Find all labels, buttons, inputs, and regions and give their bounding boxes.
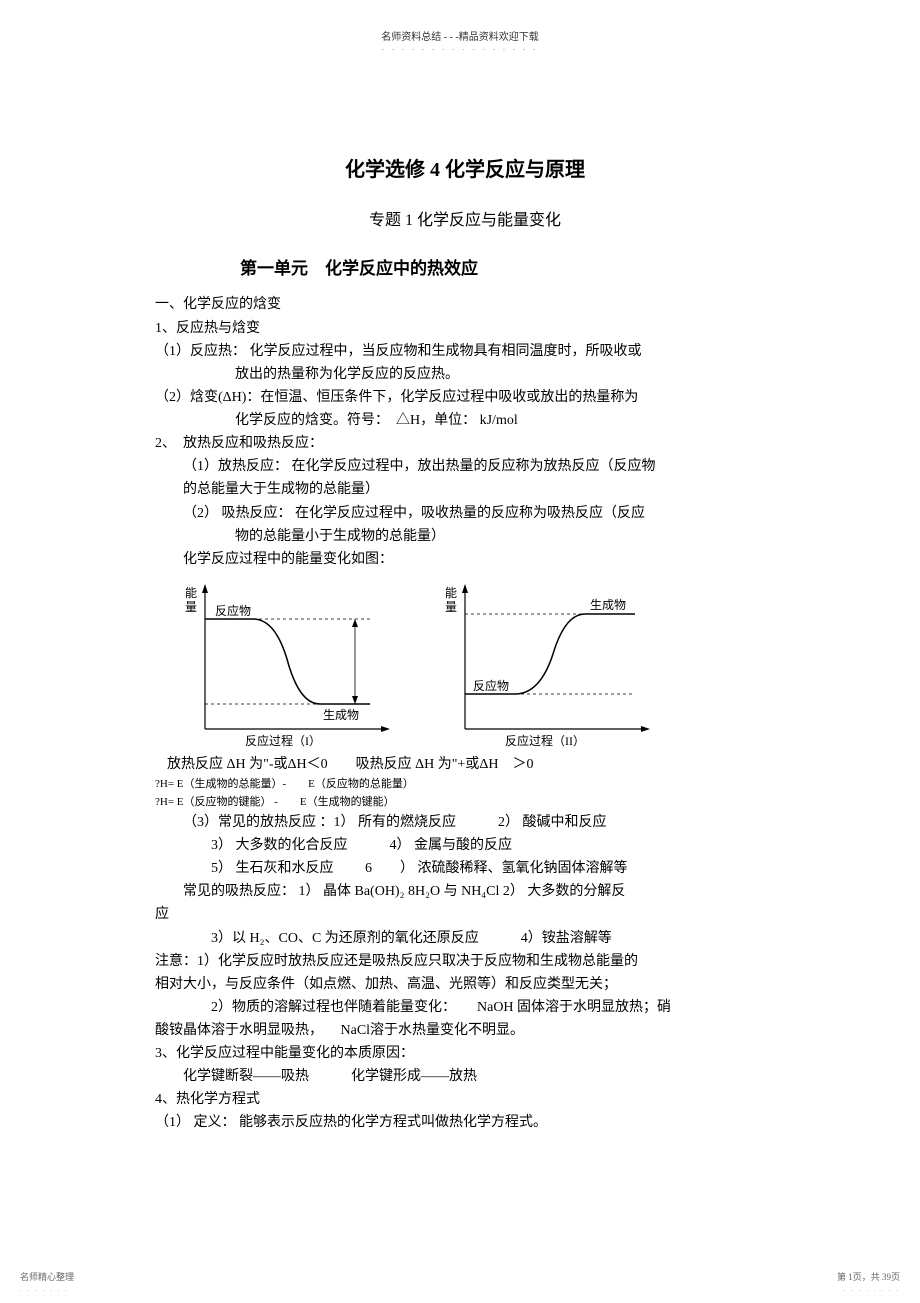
after-diagram-10-1: 2）物质的溶解过程也伴随着能量变化： NaOH 固体溶于水明显放热；硝 xyxy=(155,996,775,1019)
svg-text:反应物: 反应物 xyxy=(473,678,509,693)
page-header: 名师资料总结 - - -精品资料欢迎下载 xyxy=(0,0,920,43)
after-diagram-11: 3、化学反应过程中能量变化的本质原因： xyxy=(155,1042,775,1065)
diagram-container: 能 量 反应物 生成物 反应过程（I） 能 量 生成物 xyxy=(175,579,775,749)
para-2-1: （2）焓变(ΔH)：在恒温、恒压条件下，化学反应过程中吸收或放出的热量称为 xyxy=(155,386,775,409)
document-content: 化学选修 4 化学反应与原理 专题 1 化学反应与能量变化 第一单元 化学反应中… xyxy=(0,53,920,1134)
section-1-heading: 一、化学反应的焓变 xyxy=(155,293,775,317)
sub-1: 1、反应热与焓变 xyxy=(155,317,775,340)
sub-2: 2、 放热反应和吸热反应： xyxy=(155,432,775,455)
para-3-1: （1）放热反应： 在化学反应过程中，放出热量的反应称为放热反应（反应物 xyxy=(155,455,775,478)
after-diagram-3: ?H= E（反应物的键能） - E（生成物的键能） xyxy=(155,794,775,812)
page-header-sub: - - - - - - - - - - - - - - - - xyxy=(0,45,920,53)
svg-text:生成物: 生成物 xyxy=(323,708,359,722)
svg-text:生成物: 生成物 xyxy=(590,598,626,612)
svg-text:反应过程（I）: 反应过程（I） xyxy=(245,733,321,748)
para-3-2: 的总能量大于生成物的总能量） xyxy=(155,478,775,501)
energy-diagram-2: 能 量 生成物 反应物 反应过程（II） xyxy=(435,579,655,749)
para-4-2: 物的总能量小于生成物的总能量） xyxy=(155,525,775,548)
para-2-2: 化学反应的焓变。符号： △H，单位： kJ/mol xyxy=(155,409,775,432)
footer-right: 第 1页，共 39页 xyxy=(837,1270,900,1283)
para-4-1: （2） 吸热反应： 在化学反应过程中，吸收热量的反应称为吸热反应（反应 xyxy=(155,502,775,525)
after-diagram-6: 5） 生石灰和水反应 6 ） 浓硫酸稀释、氢氧化钠固体溶解等 xyxy=(155,857,775,880)
after-diagram-7: 常见的吸热反应： 1） 晶体 Ba(OH)₂ 8H₂O 与 NH₄Cl 2） 大… xyxy=(155,880,775,903)
footer-right-sub: . . . . . . . . xyxy=(844,1285,900,1293)
para-5: 化学反应过程中的能量变化如图： xyxy=(155,548,775,571)
svg-text:量: 量 xyxy=(445,600,457,614)
para-1-1: （1）反应热： 化学反应过程中，当反应物和生成物具有相同温度时，所吸收或 xyxy=(155,340,775,363)
svg-text:能: 能 xyxy=(185,586,197,600)
energy-diagram-1: 能 量 反应物 生成物 反应过程（I） xyxy=(175,579,395,749)
after-diagram-4: （3）常见的放热反应 ：1） 所有的燃烧反应 2） 酸碱中和反应 xyxy=(155,811,775,834)
after-diagram-9-1: 注意：1）化学反应时放热反应还是吸热反应只取决于反应物和生成物总能量的 xyxy=(155,950,775,973)
after-diagram-10-2: 酸铵晶体溶于水明显吸热， NaCl溶于水热量变化不明显。 xyxy=(155,1019,775,1042)
para-1-2: 放出的热量称为化学反应的反应热。 xyxy=(155,363,775,386)
after-diagram-13: 4、热化学方程式 xyxy=(155,1088,775,1111)
after-diagram-12: 化学键断裂——吸热 化学键形成——放热 xyxy=(155,1065,775,1088)
after-diagram-7b: 应 xyxy=(155,903,775,926)
after-diagram-8: 3）以 H₂、CO、C 为还原剂的氧化还原反应 4）铵盐溶解等 xyxy=(155,927,775,950)
after-diagram-5: 3） 大多数的化合反应 4） 金属与酸的反应 xyxy=(155,834,775,857)
topic-title: 专题 1 化学反应与能量变化 xyxy=(155,206,775,230)
footer-left: 名师精心整理 xyxy=(20,1270,74,1283)
after-diagram-1: 放热反应 ΔH 为"-或ΔH＜0 吸热反应 ΔH 为"+或ΔH ＞0 xyxy=(155,753,775,776)
main-title: 化学选修 4 化学反应与原理 xyxy=(155,153,775,182)
unit-title: 第一单元 化学反应中的热效应 xyxy=(240,254,775,279)
after-diagram-14: （1） 定义： 能够表示反应热的化学方程式叫做热化学方程式。 xyxy=(155,1111,775,1134)
svg-text:反应过程（II）: 反应过程（II） xyxy=(505,733,585,748)
svg-text:量: 量 xyxy=(185,600,197,614)
svg-text:能: 能 xyxy=(445,586,457,600)
after-diagram-9-2: 相对大小，与反应条件（如点燃、加热、高温、光照等）和反应类型无关； xyxy=(155,973,775,996)
svg-text:反应物: 反应物 xyxy=(215,603,251,618)
after-diagram-2: ?H= E（生成物的总能量）- E（反应物的总能量） xyxy=(155,776,775,794)
footer-left-sub: . . . . . . . xyxy=(20,1285,69,1293)
